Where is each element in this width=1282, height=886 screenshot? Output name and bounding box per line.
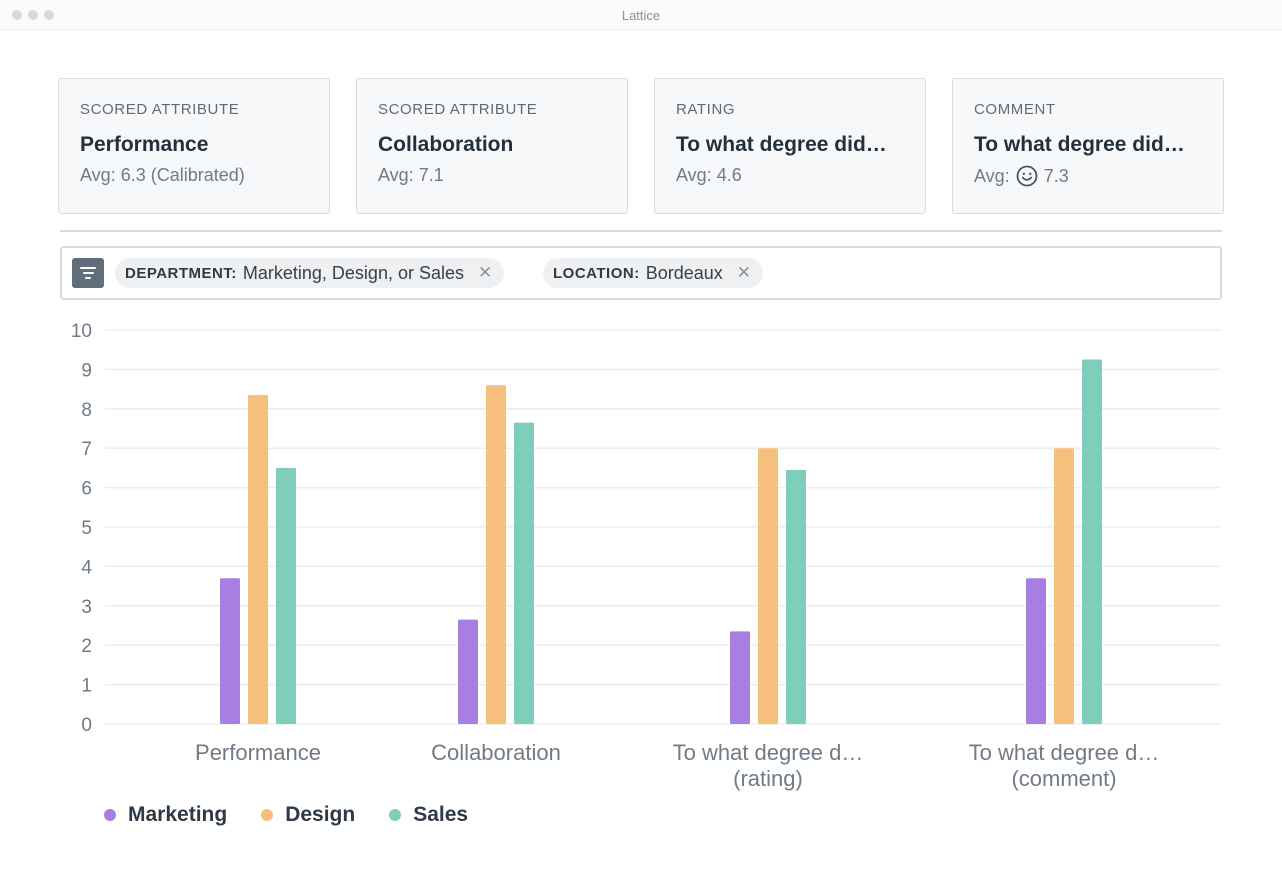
summary-card-collaboration[interactable]: SCORED ATTRIBUTE Collaboration Avg: 7.1 bbox=[356, 78, 628, 214]
bar-sales bbox=[514, 422, 534, 724]
y-tick-label: 7 bbox=[81, 439, 92, 460]
x-tick-label: To what degree d… bbox=[969, 740, 1160, 765]
bar-design bbox=[486, 385, 506, 724]
x-tick-label: To what degree d… bbox=[673, 740, 864, 765]
filter-chip-value: Marketing, Design, or Sales bbox=[242, 262, 464, 283]
minimize-window-button[interactable] bbox=[28, 10, 38, 20]
summary-card-rating[interactable]: RATING To what degree did… Avg: 4.6 bbox=[654, 78, 926, 214]
bar-sales bbox=[786, 469, 806, 724]
filter-bar: DEPARTMENT: Marketing, Design, or Sales … bbox=[60, 246, 1222, 300]
card-name: Performance bbox=[80, 133, 209, 156]
card-name: Collaboration bbox=[378, 133, 514, 156]
card-average: Avg: 6.3 (Calibrated) bbox=[80, 165, 245, 185]
legend-label: Marketing bbox=[128, 803, 228, 826]
bar-chart: 0 1 2 3 4 5 6 7 8 9 10 Performance Collaboration To w… bbox=[71, 321, 1220, 791]
y-tick-label: 5 bbox=[81, 518, 92, 539]
y-tick-label: 1 bbox=[81, 676, 92, 697]
filter-chip-value: Bordeaux bbox=[645, 262, 723, 283]
filter-chip-department[interactable]: DEPARTMENT: Marketing, Design, or Sales … bbox=[115, 258, 505, 288]
card-kind: SCORED ATTRIBUTE bbox=[80, 101, 240, 118]
card-average-value: 7.3 bbox=[1043, 165, 1069, 186]
card-kind: RATING bbox=[676, 101, 736, 118]
legend-item-sales[interactable]: Sales bbox=[389, 803, 468, 827]
bar-sales bbox=[1082, 359, 1102, 724]
summary-card-performance[interactable]: SCORED ATTRIBUTE Performance Avg: 6.3 (C… bbox=[58, 78, 330, 214]
close-icon[interactable]: ✕ bbox=[736, 263, 752, 282]
bar-design bbox=[248, 395, 268, 724]
legend-item-design[interactable]: Design bbox=[261, 803, 355, 827]
window-title: Lattice bbox=[621, 8, 661, 23]
filter-chip-location[interactable]: LOCATION: Bordeaux ✕ bbox=[543, 258, 764, 288]
y-tick-label: 3 bbox=[81, 597, 92, 618]
y-tick-label: 10 bbox=[71, 321, 92, 342]
y-tick-label: 8 bbox=[81, 400, 92, 421]
filter-icon bbox=[80, 267, 96, 269]
filter-chip-key: LOCATION: bbox=[553, 264, 640, 282]
x-tick-label: Performance bbox=[195, 740, 321, 765]
filter-button[interactable] bbox=[72, 258, 104, 288]
legend-item-marketing[interactable]: Marketing bbox=[104, 803, 227, 827]
bar-marketing bbox=[1026, 578, 1046, 724]
legend-swatch bbox=[104, 809, 116, 821]
legend-label: Design bbox=[285, 803, 356, 826]
bar-sales bbox=[276, 467, 296, 724]
x-tick-label: (rating) bbox=[733, 766, 803, 791]
card-kind: COMMENT bbox=[974, 101, 1056, 118]
smiley-face-icon bbox=[1016, 165, 1038, 187]
y-tick-label: 6 bbox=[81, 479, 92, 500]
card-name: To what degree did… bbox=[676, 133, 887, 156]
legend-label: Sales bbox=[413, 803, 469, 826]
bar-design bbox=[758, 448, 778, 724]
zoom-window-button[interactable] bbox=[44, 10, 54, 20]
card-average: Avg: 7.3 bbox=[974, 165, 1202, 187]
y-tick-label: 9 bbox=[81, 360, 92, 381]
section-divider bbox=[60, 230, 1222, 232]
summary-card-comment[interactable]: COMMENT To what degree did… Avg: 7.3 bbox=[952, 78, 1224, 214]
card-average: Avg: 7.1 bbox=[378, 165, 444, 185]
card-average-label: Avg: bbox=[974, 165, 1010, 186]
legend-swatch bbox=[389, 809, 402, 821]
close-window-button[interactable] bbox=[12, 10, 22, 20]
legend-swatch bbox=[261, 809, 274, 821]
x-tick-label: (comment) bbox=[1011, 766, 1116, 791]
filter-chip-key: DEPARTMENT: bbox=[125, 264, 237, 282]
window-titlebar: Lattice bbox=[0, 0, 1282, 30]
chart-legend: Marketing Design Sales bbox=[104, 803, 468, 827]
card-name: To what degree did… bbox=[974, 133, 1185, 156]
x-tick-label: Collaboration bbox=[431, 740, 561, 765]
card-kind: SCORED ATTRIBUTE bbox=[378, 101, 538, 118]
card-average: Avg: 4.6 bbox=[676, 165, 742, 185]
bar-design bbox=[1054, 448, 1074, 724]
y-tick-label: 2 bbox=[81, 636, 92, 657]
y-tick-label: 0 bbox=[81, 715, 92, 736]
y-tick-label: 4 bbox=[81, 557, 92, 578]
close-icon[interactable]: ✕ bbox=[478, 263, 493, 282]
bar-marketing bbox=[730, 631, 750, 724]
bar-marketing bbox=[458, 619, 478, 724]
bar-marketing bbox=[220, 578, 240, 724]
